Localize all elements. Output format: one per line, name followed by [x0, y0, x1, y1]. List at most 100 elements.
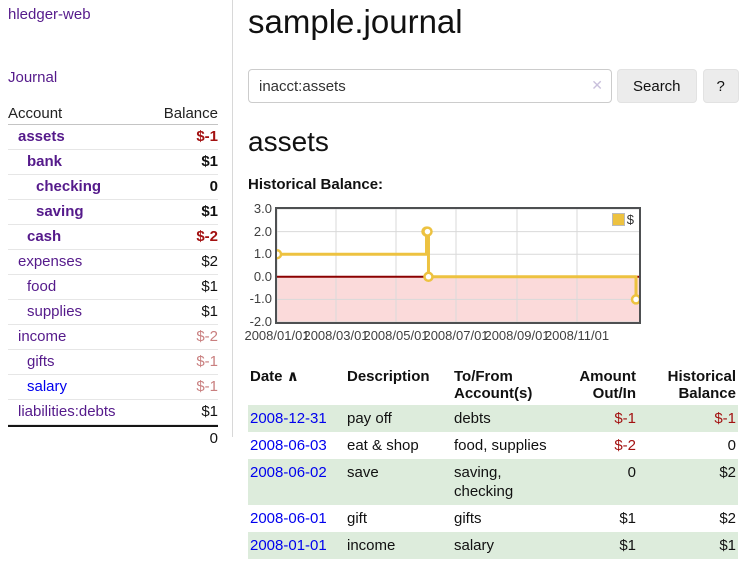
account-balance: $-1 — [196, 128, 218, 145]
account-row: salary $-1 — [8, 375, 218, 400]
transaction-balance: $1 — [719, 537, 736, 554]
transaction-description: gift — [347, 510, 368, 527]
account-balance: $1 — [201, 153, 218, 170]
y-axis-tick-label: -2.0 — [249, 314, 272, 329]
transaction-description: eat & shop — [347, 437, 419, 454]
balance-column-header: Historical Balance — [667, 368, 736, 402]
transaction-date-link[interactable]: 2008-06-03 — [250, 437, 327, 454]
account-link[interactable]: bank — [27, 153, 63, 170]
clear-search-icon[interactable]: ✕ — [591, 77, 603, 93]
legend-label: $ — [626, 212, 634, 227]
date-column-header[interactable]: Date ∧ — [250, 368, 299, 385]
y-axis-tick-label: -1.0 — [249, 291, 272, 307]
transaction-balance: $-1 — [714, 410, 736, 427]
x-axis-tick-label: 2008/05/01 — [363, 328, 429, 343]
account-row: liabilities:debts $1 — [8, 400, 218, 425]
brand-link[interactable]: hledger-web — [8, 6, 91, 23]
transaction-balance: 0 — [727, 437, 736, 454]
transaction-date-link[interactable]: 2008-01-01 — [250, 537, 327, 554]
register-header-row: Date ∧ Description To/From Account(s) Am… — [248, 365, 738, 405]
x-axis-tick-label: 2008/09/01 — [484, 328, 550, 343]
transaction-accounts: gifts — [454, 510, 482, 527]
register-row: 2008-12-31 pay off debts $-1 $-1 — [248, 405, 738, 432]
chart-plot-area: $ — [271, 207, 642, 324]
account-link[interactable]: income — [18, 328, 67, 345]
transaction-accounts: salary — [454, 537, 495, 554]
account-tree-header: Account Balance — [8, 103, 218, 125]
account-balance: $1 — [201, 403, 218, 420]
account-heading: assets — [248, 126, 329, 157]
account-link[interactable]: supplies — [27, 303, 83, 320]
account-balance: $-2 — [196, 328, 218, 345]
accounts-total-value: 0 — [209, 430, 218, 447]
register-row: 2008-06-01 gift gifts $1 $2 — [248, 505, 738, 532]
help-button[interactable]: ? — [702, 69, 739, 103]
transaction-date-link[interactable]: 2008-06-02 — [250, 464, 327, 481]
transaction-amount: $-1 — [614, 410, 636, 427]
search-bar: ✕ Search ? — [248, 69, 742, 103]
account-link[interactable]: saving — [36, 203, 84, 220]
account-link[interactable]: liabilities:debts — [18, 403, 116, 420]
account-link[interactable]: food — [27, 278, 57, 295]
main-content: sample.journal ✕ Search ? assets Histori… — [244, 0, 742, 559]
transaction-amount: $1 — [619, 510, 636, 527]
account-link[interactable]: salary — [27, 378, 68, 395]
account-row: expenses $2 — [8, 250, 218, 275]
account-link[interactable]: cash — [27, 228, 62, 245]
historical-balance-chart: $ 3.0 2.0 1.0 0.0 -1.0 -2.0 2008/01/01 2008/03/… — [244, 201, 742, 349]
accounts-total-row: 0 — [8, 425, 218, 451]
account-row: supplies $1 — [8, 300, 218, 325]
chart-title: Historical Balance: — [248, 176, 384, 193]
account-balance: $-1 — [196, 378, 218, 395]
page-title: sample.journal — [248, 3, 463, 40]
account-balance: $1 — [201, 278, 218, 295]
account-link[interactable]: checking — [36, 178, 102, 195]
register-row: 2008-01-01 income salary $1 $1 — [248, 532, 738, 559]
account-link[interactable]: assets — [18, 128, 65, 145]
account-row: bank $1 — [8, 150, 218, 175]
search-input[interactable] — [248, 69, 612, 103]
amount-column-header: Amount Out/In — [579, 368, 636, 402]
y-axis-tick-label: 1.0 — [253, 246, 272, 262]
transaction-accounts: food, supplies — [454, 437, 547, 454]
register-row: 2008-06-03 eat & shop food, supplies $-2… — [248, 432, 738, 459]
transaction-description: save — [347, 464, 379, 481]
account-link[interactable]: expenses — [18, 253, 83, 270]
y-axis-tick-label: 0.0 — [253, 268, 272, 284]
account-balance: $-2 — [196, 228, 218, 245]
x-axis-tick-label: 2008/01/01 — [244, 328, 310, 343]
x-axis-tick-label: 2008/03/01 — [303, 328, 369, 343]
account-balance: $1 — [201, 303, 218, 320]
account-tree: Account Balance assets $-1 bank $1 check… — [8, 103, 218, 451]
x-axis-tick-label: 2008/07/01 — [423, 328, 489, 343]
account-row: cash $-2 — [8, 225, 218, 250]
nav-journal-link[interactable]: Journal — [8, 69, 58, 86]
y-axis-tick-label: 3.0 — [253, 201, 272, 216]
accounts-column-header: To/From Account(s) — [454, 368, 533, 402]
search-button[interactable]: Search — [617, 69, 697, 103]
transaction-description: income — [347, 537, 396, 554]
account-balance: $2 — [201, 253, 218, 270]
transaction-accounts: saving, checking — [454, 464, 514, 500]
x-axis-tick-label: 2008/11/01 — [544, 328, 610, 343]
account-column-header: Account — [8, 105, 63, 122]
description-column-header: Description — [347, 368, 430, 385]
chart-legend: $ — [610, 212, 635, 227]
register-table: Date ∧ Description To/From Account(s) Am… — [248, 365, 738, 559]
account-row: food $1 — [8, 275, 218, 300]
transaction-date-link[interactable]: 2008-06-01 — [250, 510, 327, 527]
legend-swatch-icon — [611, 213, 625, 226]
account-link[interactable]: gifts — [27, 353, 55, 370]
transaction-balance: $2 — [719, 464, 736, 481]
transaction-balance: $2 — [719, 510, 736, 527]
account-row: checking 0 — [8, 175, 218, 200]
transaction-date-link[interactable]: 2008-12-31 — [250, 410, 327, 427]
account-row: income $-2 — [8, 325, 218, 350]
sort-ascending-icon: ∧ — [286, 368, 299, 385]
sidebar: hledger-web Journal Account Balance asse… — [0, 0, 233, 447]
register-row: 2008-06-02 save saving, checking 0 $2 — [248, 459, 738, 505]
search-input-wrap: ✕ — [248, 69, 612, 103]
account-row: saving $1 — [8, 200, 218, 225]
account-balance: $-1 — [196, 353, 218, 370]
y-axis-tick-label: 2.0 — [253, 223, 272, 239]
